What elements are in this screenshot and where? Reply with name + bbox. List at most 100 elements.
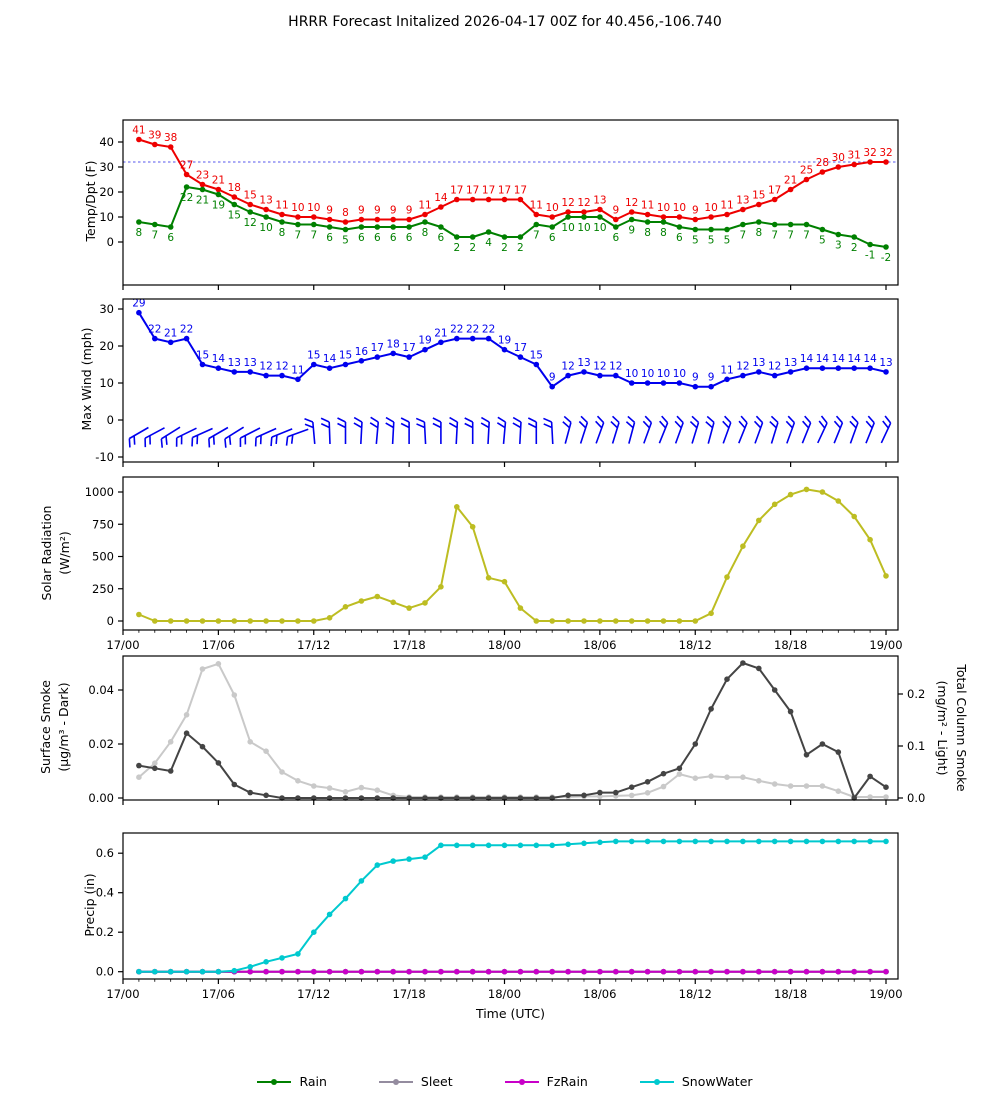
solar_radiation_wm2-marker (295, 618, 301, 624)
dewpoint_f-value-label: 3 (835, 240, 842, 252)
temperature_f-marker (517, 196, 524, 203)
wind-barb (512, 416, 522, 445)
dewpoint_f-value-label: 6 (406, 232, 413, 244)
legend-item-rain: Rain (257, 1074, 327, 1089)
max_wind_mph-value-label: 11 (720, 364, 733, 376)
temperature_f-value-label: 32 (879, 147, 892, 159)
SnowWater-marker (644, 838, 651, 845)
dewpoint_f-marker (517, 234, 524, 240)
max_wind_mph-marker (326, 365, 333, 372)
total_column_smoke_mgm2-marker (247, 739, 253, 745)
FzRain-marker (342, 968, 349, 975)
solar_radiation_wm2-marker (756, 517, 762, 524)
max_wind_mph-value-label: 12 (609, 361, 622, 373)
wind-barb (817, 415, 828, 444)
dewpoint_f-value-label: 7 (803, 230, 810, 242)
temperature_f-value-label: 30 (832, 152, 845, 164)
temperature_f-value-label: 38 (164, 132, 177, 144)
wind-barb (833, 415, 844, 444)
SnowWater-marker (692, 838, 699, 845)
temperature_f-value-label: 14 (434, 192, 448, 204)
solar_radiation_wm2-marker (883, 573, 889, 579)
dewpoint_f-value-label: 5 (724, 235, 731, 247)
FzRain-marker (771, 968, 778, 975)
FzRain-marker (565, 968, 571, 975)
max_wind_mph-marker (438, 339, 444, 346)
max_wind_mph-value-label: 22 (482, 324, 495, 336)
temperature_f-marker (501, 196, 508, 203)
legend-label-sleet: Sleet (420, 1074, 453, 1089)
temperature_f-value-label: 10 (546, 202, 559, 214)
x-tick-label: 18/18 (774, 638, 807, 652)
dewpoint_f-value-label: 2 (517, 242, 524, 254)
dewpoint_f-value-label: 8 (279, 227, 286, 239)
wind-barb (160, 426, 181, 448)
max_wind_mph-value-label: 14 (212, 353, 226, 365)
x-tick-label: 17/18 (393, 638, 426, 652)
max_wind_mph-value-label: 11 (291, 364, 304, 376)
wind-barb (385, 416, 395, 445)
SnowWater-marker (787, 838, 794, 845)
dewpoint_f-marker (771, 221, 778, 228)
x-tick-label: 17/12 (297, 987, 330, 1001)
solar_radiation_wm2-marker (167, 618, 174, 624)
dewpoint_f-value-label: 6 (438, 232, 445, 244)
max_wind_mph-value-label: 17 (514, 342, 527, 354)
FzRain-marker (422, 968, 428, 975)
max_wind_mph-value-label: 19 (498, 335, 511, 347)
SnowWater-marker (581, 840, 587, 847)
y-tick-right-label: 0.0 (907, 791, 925, 805)
solar_radiation_wm2-marker (676, 618, 683, 624)
FzRain-marker (676, 968, 683, 975)
total_column_smoke_mgm2-marker (199, 666, 206, 672)
total_column_smoke_mgm2-marker (326, 785, 333, 791)
temperature_f-value-label: 9 (326, 205, 333, 217)
legend-label-rain: Rain (299, 1074, 327, 1089)
dewpoint_f-value-label: 9 (628, 225, 635, 237)
temperature_f-marker (835, 164, 842, 170)
temperature_f-marker (374, 216, 381, 223)
temperature_f-marker (469, 196, 476, 203)
solar_radiation_wm2-marker (326, 615, 333, 621)
max_wind_mph-marker (692, 383, 699, 390)
FzRain-marker (549, 968, 555, 975)
max_wind_mph-marker (771, 372, 778, 379)
solar_radiation_wm2-marker (247, 618, 253, 624)
solar_radiation_wm2-marker (724, 574, 730, 580)
temperature_f-marker (549, 214, 555, 220)
dewpoint_f-marker (326, 224, 333, 230)
SnowWater-marker (533, 842, 540, 849)
max_wind_mph-marker (644, 380, 651, 386)
total_column_smoke_mgm2-marker (756, 778, 762, 784)
temperature_f-marker (342, 219, 349, 225)
dewpoint_f-value-label: 10 (593, 222, 606, 234)
SnowWater-line (138, 840, 886, 973)
temperature_f-value-label: 15 (244, 190, 257, 202)
surface_smoke_ugm3-marker (167, 768, 174, 774)
dewpoint_f-marker (787, 221, 794, 228)
surface_smoke_ugm3-marker (708, 706, 714, 712)
total_column_smoke_mgm2-marker (787, 783, 794, 789)
SnowWater-marker (708, 838, 714, 845)
SnowWater-marker (183, 968, 190, 975)
wind-barb (658, 415, 669, 444)
surface_smoke_ugm3-marker (803, 752, 810, 758)
max_wind_mph-value-label: 21 (164, 327, 177, 339)
x-tick-label: 18/00 (488, 987, 521, 1001)
smoke-frame (122, 655, 899, 801)
max_wind_mph-marker (597, 372, 603, 379)
temperature_f-value-label: 10 (704, 202, 717, 214)
max_wind_mph-marker (374, 354, 381, 360)
temperature_f-value-label: 10 (673, 202, 686, 214)
dewpoint_f-marker (469, 234, 476, 240)
FzRain-marker (835, 968, 842, 975)
solar_radiation_wm2-marker (279, 618, 285, 624)
y-tick-label: 30 (99, 302, 114, 316)
temperature_f-marker (676, 214, 683, 220)
FzRain-marker (311, 968, 317, 975)
wind-barb (432, 417, 442, 444)
temperature_f-value-label: 17 (498, 185, 511, 197)
y-tick-label: 0 (107, 413, 114, 427)
FzRain-marker (819, 968, 826, 975)
